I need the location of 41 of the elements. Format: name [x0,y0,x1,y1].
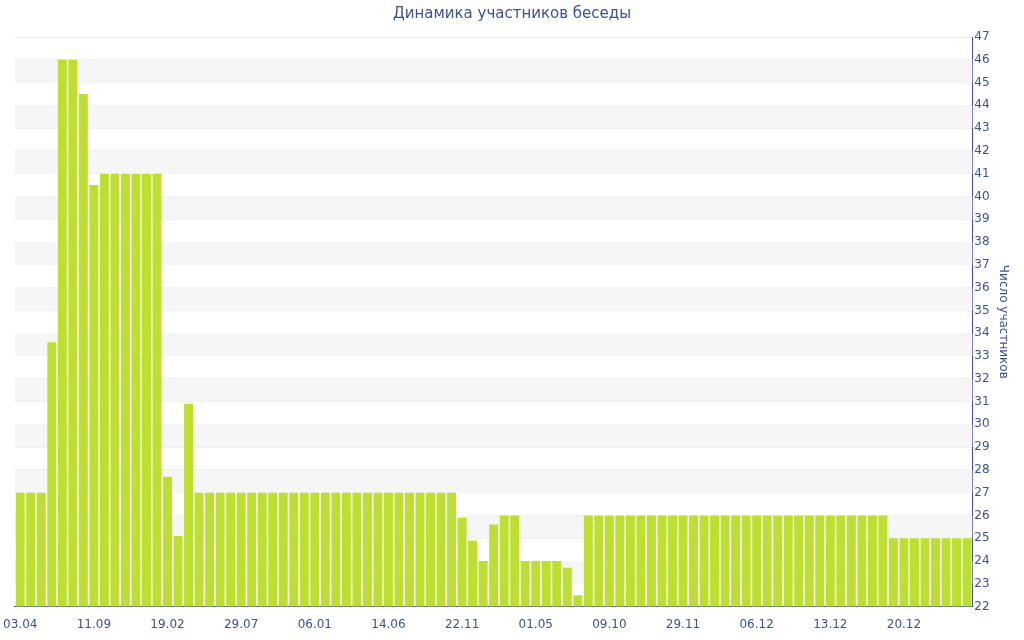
y-tick-label: 31 [974,393,990,408]
x-tick-label: 06.12 [739,616,774,631]
x-tick-label: 06.01 [297,616,332,631]
y-tick-label: 32 [974,370,990,385]
y-tick-label: 26 [974,507,990,522]
y-tick-label: 41 [974,165,990,180]
y-tick-label: 30 [974,416,990,431]
x-tick-label: 09.10 [592,616,627,631]
x-tick-label: 13.12 [813,616,848,631]
chart-title: Динамика участников беседы [392,3,632,22]
y-tick-label: 46 [974,51,990,66]
x-tick-label: 19.02 [150,616,185,631]
x-tick-label: 11.09 [76,616,112,631]
y-tick-label: 34 [974,325,990,340]
y-tick-label: 29 [974,439,990,454]
x-tick-label: 01.05 [518,616,553,631]
y-tick-label: 47 [974,29,990,44]
y-tick-label: 44 [974,97,990,112]
y-tick-label: 42 [974,143,990,158]
y-tick-label: 39 [974,211,990,226]
x-tick-label: 03.04 [3,616,38,631]
y-tick-label: 36 [974,279,990,294]
y-tick-label: 25 [974,530,990,545]
x-tick-label: 14.06 [371,616,406,631]
x-tick-label: 29.11 [665,616,701,631]
y-axis-title: Число участников [996,264,1011,379]
y-tick-label: 35 [974,302,990,317]
x-tick-label: 20.12 [886,616,922,631]
y-tick-label: 37 [974,256,990,271]
y-tick-label: 23 [974,575,990,590]
y-tick-label: 28 [974,462,990,477]
y-tick-label: 40 [974,188,990,203]
y-tick-label: 22 [974,598,990,613]
y-tick-label: 43 [974,120,990,135]
y-tick-label: 38 [974,234,990,249]
x-tick-label: 22.11 [444,616,480,631]
y-tick-label: 27 [974,484,990,499]
y-tick-label: 24 [974,553,990,568]
y-tick-label: 33 [974,348,990,363]
y-tick-label: 45 [974,74,990,89]
x-tick-label: 29.07 [223,616,259,631]
